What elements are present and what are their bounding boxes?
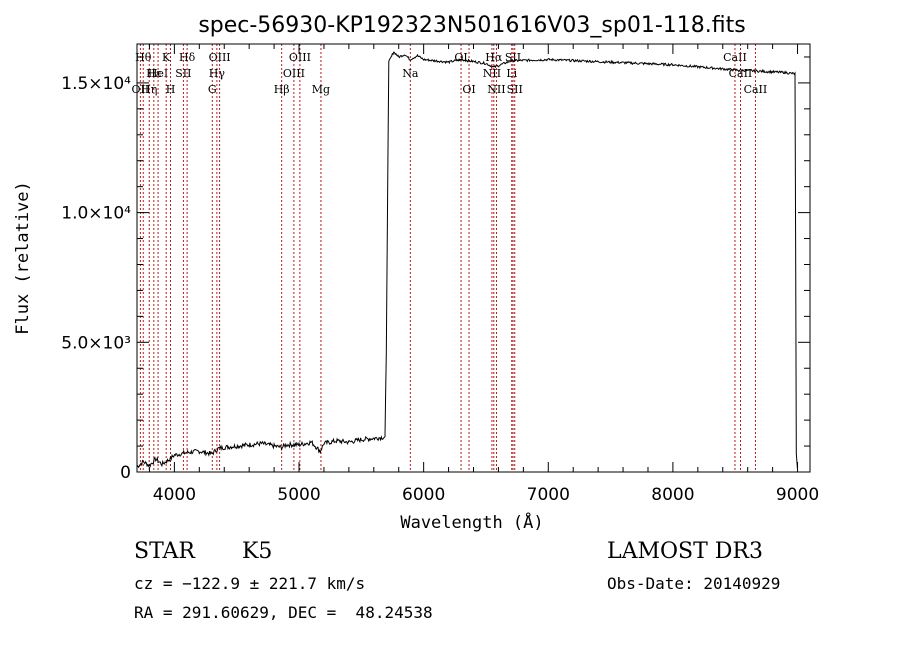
line-label-caii: CaII xyxy=(723,51,747,64)
line-label-hα: Hα xyxy=(485,51,503,64)
plot-frame xyxy=(136,43,811,473)
line-label-hγ: Hγ xyxy=(209,67,226,80)
line-label-sii: SII xyxy=(507,83,523,96)
line-label-hθ: Hθ xyxy=(135,51,152,64)
line-label-hei: HeI xyxy=(148,67,168,80)
y-tick-label: 1.5×10⁴ xyxy=(61,74,131,94)
x-tick-label: 8000 xyxy=(651,485,694,505)
line-label-mg: Mg xyxy=(312,83,330,96)
line-label-k: K xyxy=(162,51,171,64)
x-tick-label: 5000 xyxy=(277,485,320,505)
x-axis-label: Wavelength (Å) xyxy=(400,511,543,533)
class-label: STAR xyxy=(134,539,195,564)
line-label-sii: SII xyxy=(175,67,191,80)
x-tick-label: 4000 xyxy=(153,485,196,505)
line-label-li: Li xyxy=(506,67,517,80)
line-label-hη: Hη xyxy=(141,83,157,96)
x-tick-label: 9000 xyxy=(776,485,819,505)
x-tick-label: 6000 xyxy=(402,485,445,505)
redshift-readout: cz = −122.9 ± 221.7 km/s xyxy=(134,574,366,593)
line-label-oi: OI xyxy=(454,51,467,64)
line-label-g: G xyxy=(208,83,217,96)
y-tick-label: 1.0×10⁴ xyxy=(61,204,131,224)
line-label-oiii: OIII xyxy=(283,67,305,80)
line-label-hβ: Hβ xyxy=(274,83,290,96)
coordinates-readout: RA = 291.60629, DEC = 48.24538 xyxy=(134,603,433,622)
line-label-oiii: OIII xyxy=(209,51,231,64)
y-tick-label: 0 xyxy=(120,463,131,483)
line-label-oi: OI xyxy=(462,83,475,96)
plot-area: OIIHθHηHεHeIKHSIIHδGHγOIIIHβOIIIOIIIMgNa… xyxy=(61,43,819,505)
line-label-oiii: OIII xyxy=(289,51,311,64)
y-axis-label: Flux (relative) xyxy=(13,181,33,335)
line-label-oii: OII xyxy=(132,83,150,96)
y-tick-label: 5.0×10³ xyxy=(61,333,131,353)
obs-date: Obs-Date: 20140929 xyxy=(607,574,781,593)
line-label-hδ: Hδ xyxy=(179,51,196,64)
spectrum-line xyxy=(136,51,798,470)
line-label-nii: NII xyxy=(487,83,505,96)
chart-title: spec-56930-KP192323N501616V03_sp01-118.f… xyxy=(198,13,745,38)
line-label-na: Na xyxy=(402,67,419,80)
subclass-label: K5 xyxy=(242,539,273,564)
survey-label: LAMOST DR3 xyxy=(607,539,763,564)
x-tick-label: 7000 xyxy=(527,485,570,505)
line-label-nii: NII xyxy=(483,67,501,80)
line-label-h: H xyxy=(166,83,176,96)
line-label-caii: CaII xyxy=(744,83,768,96)
